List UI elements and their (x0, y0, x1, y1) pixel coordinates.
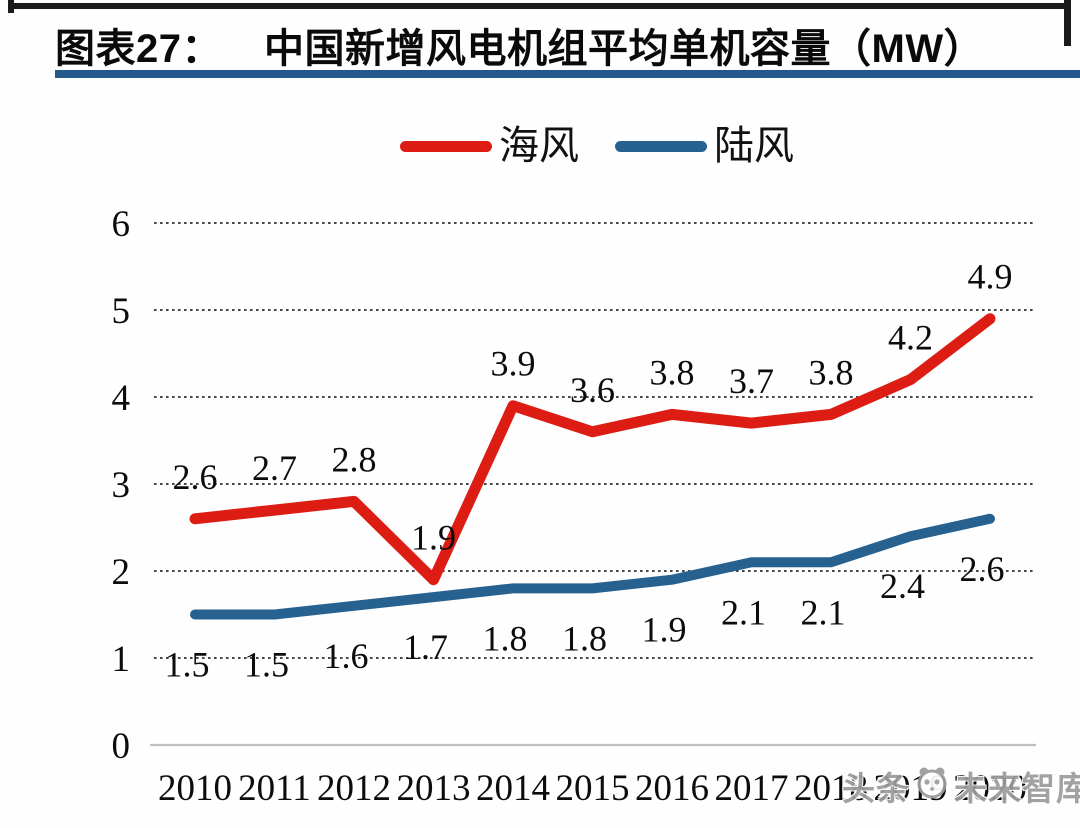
onshore-data-label: 2.6 (960, 549, 1005, 589)
offshore-data-label: 1.9 (411, 518, 456, 558)
top-border-left-stub (8, 0, 14, 13)
offshore-data-label: 4.9 (968, 257, 1013, 297)
offshore-data-label: 2.8 (332, 439, 377, 479)
x-tick-label: 2017 (715, 768, 789, 809)
watermark-account-name: 未来智库 (954, 770, 1080, 807)
legend-label-onshore: 陆风 (714, 123, 794, 168)
onshore-series-line (190, 513, 995, 620)
figure-title: 中国新增风电机组平均单机容量（MW） (264, 27, 985, 71)
top-border-line (8, 3, 1071, 9)
y-tick-label: 4 (112, 378, 131, 419)
y-tick-label: 1 (112, 639, 131, 680)
title-underline (55, 70, 1080, 78)
onshore-data-label: 1.5 (244, 645, 289, 685)
y-tick-label: 0 (112, 726, 131, 767)
legend-swatch-onshore-icon (615, 140, 707, 152)
x-tick-label: 2015 (556, 768, 630, 809)
data-labels: 2.6 2.7 2.8 1.9 3.9 3.6 3.8 3.7 3.8 4.2 4.9 1.5 1.5 1… (165, 257, 1013, 685)
offshore-data-label: 3.6 (570, 370, 615, 410)
y-axis-ticks: 0 1 2 3 4 5 6 (112, 204, 131, 767)
figure-number-label: 图表27： (55, 27, 222, 71)
x-tick-label: 2018 (794, 768, 868, 809)
figure-title-row: 图表27： 中国新增风电机组平均单机容量（MW） (55, 16, 984, 74)
offshore-data-label: 2.6 (173, 457, 218, 497)
onshore-data-label: 1.5 (165, 645, 210, 685)
y-tick-label: 2 (112, 552, 131, 593)
onshore-data-label: 2.1 (721, 592, 766, 632)
watermark: 头条 未来智库 (842, 762, 1080, 810)
x-tick-label: 2016 (635, 768, 709, 809)
onshore-data-label: 1.6 (324, 636, 369, 676)
y-tick-label: 6 (112, 204, 131, 245)
x-tick-label: 2010 (158, 768, 232, 809)
x-axis-ticks: 2010 2011 2012 2013 2014 2015 2016 2017 2018 2019… (158, 768, 1027, 809)
panda-logo-icon (915, 765, 949, 807)
y-tick-label: 3 (112, 465, 131, 506)
x-tick-label: 2012 (317, 768, 391, 809)
offshore-data-label: 3.7 (729, 361, 774, 401)
legend-label-offshore: 海风 (499, 123, 579, 168)
onshore-data-label: 1.7 (403, 627, 448, 667)
offshore-data-label: 3.9 (491, 344, 536, 384)
y-tick-label: 5 (112, 291, 131, 332)
onshore-data-label: 2.1 (801, 592, 846, 632)
x-tick-label: 2011 (238, 768, 311, 809)
offshore-data-label: 4.2 (888, 318, 933, 358)
chart-legend: 海风 陆风 (400, 124, 794, 168)
gridlines (150, 222, 1036, 747)
onshore-data-label: 1.9 (642, 610, 687, 650)
legend-swatch-offshore-icon (400, 140, 492, 152)
legend-item-onshore: 陆风 (615, 126, 794, 166)
offshore-series-line (189, 313, 996, 586)
x-tick-label: 2013 (397, 768, 471, 809)
offshore-data-label: 3.8 (809, 352, 854, 392)
x-tick-label: 2014 (476, 768, 550, 809)
onshore-data-label: 2.4 (880, 566, 925, 606)
onshore-data-label: 1.8 (483, 618, 528, 658)
top-border-right-stub (1064, 0, 1071, 46)
offshore-data-label: 2.7 (252, 448, 297, 488)
onshore-data-label: 1.8 (562, 618, 607, 658)
x-tick-label: 2020 (953, 768, 1027, 809)
offshore-data-label: 3.8 (650, 352, 695, 392)
watermark-prefix: 头条 (842, 770, 910, 807)
legend-item-offshore: 海风 (400, 126, 579, 166)
